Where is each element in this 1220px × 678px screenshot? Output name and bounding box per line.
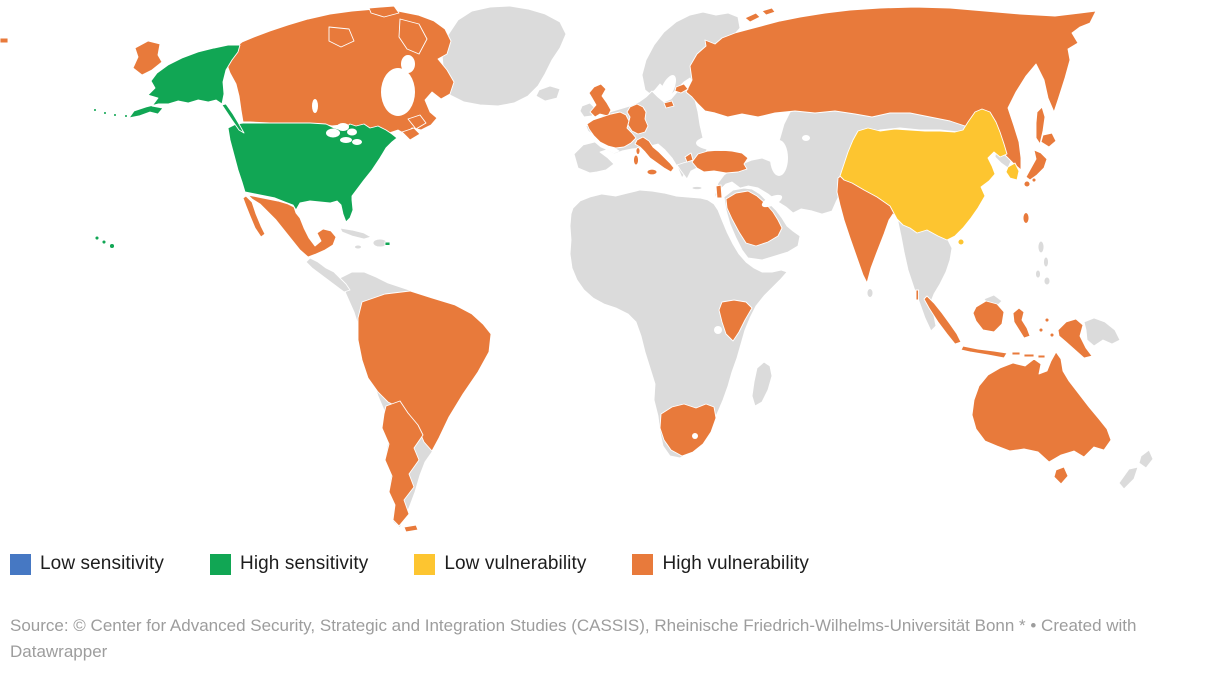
lake-michigan xyxy=(340,137,352,143)
aral-sea xyxy=(802,135,810,141)
legend-item-low-vulnerability[interactable]: Low vulnerability xyxy=(414,553,586,575)
country-germany[interactable] xyxy=(626,103,649,135)
lake-erie xyxy=(352,139,362,145)
legend-swatch-low-sensitivity[interactable] xyxy=(10,553,31,575)
country-china[interactable] xyxy=(839,108,1008,246)
country-taiwan[interactable] xyxy=(1022,212,1030,224)
baltic-sea xyxy=(659,75,677,101)
caspian-sea xyxy=(770,140,788,176)
lake-winnipeg xyxy=(312,99,318,113)
country-jamaica[interactable] xyxy=(354,244,362,250)
source-caption: Source: © Center for Advanced Security, … xyxy=(0,613,1155,666)
region-central-america[interactable] xyxy=(305,257,351,293)
lake-huron xyxy=(337,123,349,131)
country-italy[interactable] xyxy=(633,136,675,176)
country-estonia[interactable] xyxy=(674,83,689,94)
country-madagascar[interactable] xyxy=(751,361,773,407)
country-south-korea[interactable] xyxy=(1005,162,1020,181)
region-africa-other[interactable] xyxy=(569,189,788,459)
legend-label-high-vulnerability: High vulnerability xyxy=(662,553,809,574)
country-south-africa[interactable] xyxy=(659,403,717,457)
country-united-states[interactable] xyxy=(93,44,398,249)
lake-victoria xyxy=(714,326,722,334)
legend-label-low-sensitivity: Low sensitivity xyxy=(40,553,164,574)
country-australia[interactable] xyxy=(971,351,1112,485)
legend-label-low-vulnerability: Low vulnerability xyxy=(444,553,587,574)
legend-swatch-high-vulnerability[interactable] xyxy=(632,553,654,575)
legend-item-high-sensitivity[interactable]: High sensitivity xyxy=(210,553,368,575)
country-philippines[interactable] xyxy=(1035,240,1051,286)
layer-water xyxy=(312,55,810,439)
black-sea xyxy=(696,135,746,151)
island-crete[interactable] xyxy=(691,185,703,191)
country-iceland[interactable] xyxy=(535,85,561,102)
map-legend: Low sensitivity High sensitivity Low vul… xyxy=(0,549,1220,579)
legend-item-low-sensitivity[interactable]: Low sensitivity xyxy=(10,553,164,575)
country-kenya[interactable] xyxy=(718,299,753,342)
country-france[interactable] xyxy=(586,111,641,155)
territory-puerto-rico xyxy=(384,241,391,246)
datawrapper-attribution-link[interactable]: • Created with Datawrapper xyxy=(10,616,1137,662)
lesotho-hole xyxy=(692,433,698,439)
world-choropleth-map xyxy=(0,5,1154,533)
country-saudi-arabia[interactable] xyxy=(725,190,783,247)
country-mexico[interactable] xyxy=(242,194,337,258)
legend-label-high-sensitivity: High sensitivity xyxy=(240,553,369,574)
country-cuba[interactable] xyxy=(339,227,372,240)
country-lithuania[interactable] xyxy=(663,100,675,109)
persian-gulf xyxy=(761,194,783,208)
country-israel[interactable] xyxy=(715,184,723,199)
country-papua-new-guinea[interactable] xyxy=(1083,317,1121,347)
country-japan[interactable] xyxy=(1023,132,1057,188)
map-canvas xyxy=(0,5,1154,533)
hudson-bay xyxy=(381,68,415,116)
lake-superior xyxy=(326,128,340,138)
country-argentina[interactable] xyxy=(381,400,424,533)
country-sri-lanka[interactable] xyxy=(866,288,874,298)
country-united-kingdom[interactable] xyxy=(588,83,612,118)
source-text: Source: © Center for Advanced Security, … xyxy=(10,616,1031,635)
lake-ontario xyxy=(347,128,357,136)
legend-item-high-vulnerability[interactable]: High vulnerability xyxy=(632,553,809,575)
legend-swatch-high-sensitivity[interactable] xyxy=(210,553,231,575)
legend-swatch-low-vulnerability[interactable] xyxy=(414,553,436,575)
country-brazil[interactable] xyxy=(357,290,492,452)
country-canada[interactable] xyxy=(225,5,455,141)
country-new-zealand[interactable] xyxy=(1118,449,1154,490)
country-turkey[interactable] xyxy=(684,149,749,174)
country-greenland[interactable] xyxy=(441,5,567,107)
country-indonesia[interactable] xyxy=(923,295,1093,359)
hudson-bay-north xyxy=(401,55,415,73)
